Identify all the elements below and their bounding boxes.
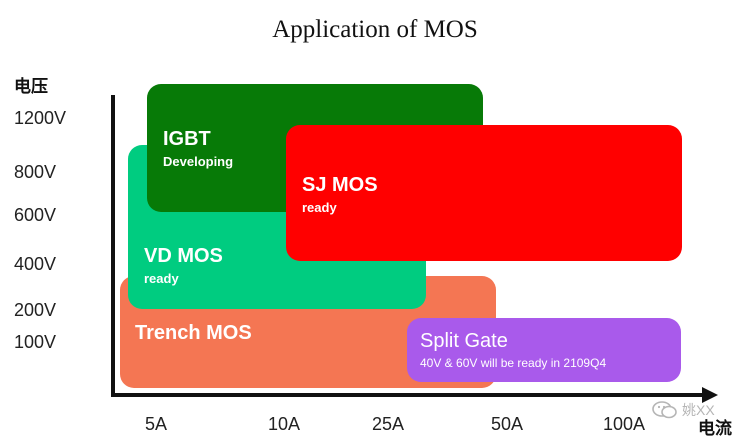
region-igbt-status: Developing — [163, 154, 234, 169]
region-split-gate: Split Gate 40V & 60V will be ready in 21… — [407, 318, 681, 382]
x-axis-arrow — [702, 387, 718, 403]
x-tick-10a: 10A — [267, 414, 301, 434]
page-title: Application of MOS — [272, 16, 478, 43]
region-split-gate-label: Split Gate — [420, 330, 508, 352]
y-tick-400v: 400V — [14, 254, 57, 274]
y-tick-200v: 200V — [14, 300, 57, 320]
x-tick-25a: 25A — [371, 414, 405, 434]
region-sj-mos: SJ MOS ready — [286, 125, 682, 261]
watermark-text: 姚XX — [682, 402, 715, 418]
y-tick-100v: 100V — [14, 332, 57, 352]
watermark: 姚XX — [652, 400, 715, 420]
region-igbt-label: IGBT — [163, 128, 211, 150]
region-vd-mos-status: ready — [144, 271, 179, 286]
y-tick-1200v: 1200V — [14, 108, 67, 128]
x-axis-line — [111, 393, 705, 397]
y-axis-line — [111, 95, 115, 397]
wechat-icon — [652, 401, 677, 419]
x-tick-50a: 50A — [490, 414, 524, 434]
region-sj-mos-status: ready — [302, 200, 337, 215]
region-trench-mos-label: Trench MOS — [135, 322, 252, 344]
region-sj-mos-label: SJ MOS — [302, 174, 378, 196]
x-tick-100a: 100A — [602, 414, 646, 434]
region-split-gate-status: 40V & 60V will be ready in 2109Q4 — [420, 356, 607, 370]
x-axis-name: 电流 — [698, 419, 732, 439]
region-vd-mos-label: VD MOS — [144, 245, 223, 267]
y-tick-600v: 600V — [14, 205, 57, 225]
x-tick-5a: 5A — [144, 414, 168, 434]
y-axis-name: 电压 — [14, 77, 48, 97]
y-tick-800v: 800V — [14, 162, 57, 182]
